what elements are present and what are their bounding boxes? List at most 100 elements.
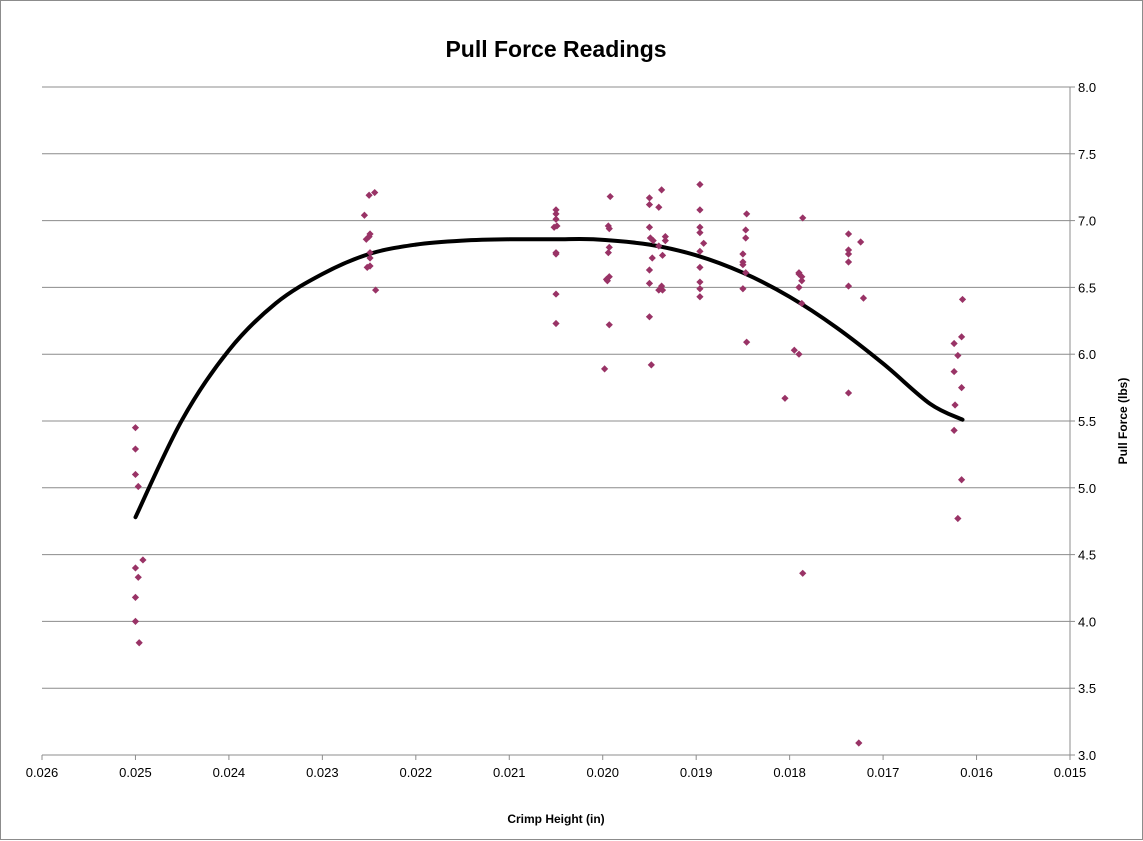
data-point bbox=[552, 206, 560, 214]
data-point bbox=[553, 222, 561, 230]
data-point bbox=[954, 514, 962, 523]
data-point bbox=[552, 319, 560, 328]
data-point bbox=[605, 321, 613, 329]
data-point bbox=[552, 290, 560, 298]
x-tick-label: 0.026 bbox=[26, 765, 59, 780]
data-point bbox=[658, 282, 666, 290]
data-point bbox=[131, 564, 140, 572]
data-point bbox=[743, 338, 751, 346]
y-tick-label: 8.0 bbox=[1078, 80, 1096, 95]
data-point bbox=[365, 191, 373, 199]
data-point bbox=[859, 294, 868, 302]
data-point bbox=[855, 739, 863, 747]
gridlines bbox=[42, 86, 1070, 689]
y-tick-label: 5.0 bbox=[1078, 481, 1096, 496]
data-point bbox=[957, 476, 966, 484]
data-point bbox=[552, 210, 560, 218]
chart-title: Pull Force Readings bbox=[445, 36, 666, 62]
data-point bbox=[366, 230, 374, 238]
data-point bbox=[655, 203, 663, 211]
data-point bbox=[950, 426, 958, 434]
y-axis-title: Pull Force (lbs) bbox=[1116, 378, 1130, 465]
y-tick-label: 6.0 bbox=[1078, 347, 1096, 362]
data-point bbox=[661, 233, 669, 241]
x-tick-label: 0.020 bbox=[586, 765, 619, 780]
data-point bbox=[696, 180, 704, 189]
data-point bbox=[844, 282, 853, 290]
data-point bbox=[700, 239, 708, 247]
data-point bbox=[135, 639, 143, 647]
data-point bbox=[365, 233, 373, 241]
data-point bbox=[798, 277, 806, 285]
data-point bbox=[606, 192, 614, 201]
data-point bbox=[645, 313, 654, 321]
data-point bbox=[696, 247, 704, 255]
data-point bbox=[605, 243, 613, 251]
data-point bbox=[957, 384, 966, 392]
data-point bbox=[134, 573, 142, 581]
data-point bbox=[696, 285, 704, 293]
data-point bbox=[696, 229, 704, 237]
data-point bbox=[552, 215, 560, 223]
data-point bbox=[742, 269, 750, 277]
data-point bbox=[742, 226, 750, 234]
data-point bbox=[795, 350, 803, 358]
x-tick-label: 0.015 bbox=[1054, 765, 1087, 780]
trendline-curve bbox=[133, 236, 965, 520]
data-point bbox=[658, 186, 666, 194]
axes bbox=[41, 86, 1075, 760]
y-tick-label: 3.0 bbox=[1078, 748, 1096, 763]
y-tick-label: 7.0 bbox=[1078, 214, 1096, 229]
data-point bbox=[799, 569, 807, 577]
data-point bbox=[957, 333, 966, 341]
trendline bbox=[133, 236, 965, 520]
data-point bbox=[645, 266, 654, 274]
y-tick-label: 4.5 bbox=[1078, 548, 1096, 563]
data-point bbox=[696, 278, 704, 286]
data-point bbox=[366, 249, 374, 257]
data-point bbox=[645, 200, 654, 209]
data-point bbox=[360, 211, 369, 219]
data-point bbox=[739, 250, 747, 258]
y-tick-label: 6.5 bbox=[1078, 280, 1096, 295]
data-point bbox=[844, 250, 853, 258]
data-point bbox=[131, 617, 140, 625]
y-tick-label: 7.5 bbox=[1078, 147, 1096, 162]
data-point bbox=[798, 299, 806, 308]
x-tick-label: 0.025 bbox=[119, 765, 152, 780]
data-points bbox=[131, 180, 967, 747]
data-point bbox=[790, 346, 798, 354]
data-point bbox=[739, 285, 747, 293]
x-tick-label: 0.023 bbox=[306, 765, 339, 780]
data-point bbox=[844, 389, 853, 397]
x-tick-label: 0.016 bbox=[960, 765, 993, 780]
data-point bbox=[372, 286, 380, 294]
data-point bbox=[798, 273, 806, 281]
data-point bbox=[795, 270, 803, 278]
data-point bbox=[131, 424, 140, 432]
x-tick-label: 0.017 bbox=[867, 765, 900, 780]
data-point bbox=[600, 365, 609, 373]
data-point bbox=[371, 188, 379, 197]
data-point bbox=[605, 273, 613, 281]
data-point bbox=[950, 367, 958, 376]
data-point bbox=[134, 482, 142, 491]
data-point bbox=[131, 445, 140, 453]
data-point bbox=[844, 258, 853, 266]
y-tick-label: 3.5 bbox=[1078, 681, 1096, 696]
data-point bbox=[696, 206, 704, 214]
data-point bbox=[739, 261, 747, 269]
data-point bbox=[696, 223, 704, 231]
data-point bbox=[131, 470, 140, 479]
data-point bbox=[604, 249, 612, 257]
data-point bbox=[645, 279, 654, 287]
data-point bbox=[645, 194, 654, 202]
data-point bbox=[950, 339, 958, 348]
data-point bbox=[658, 251, 667, 259]
data-point bbox=[658, 286, 667, 294]
data-point bbox=[647, 361, 655, 369]
data-point bbox=[655, 286, 663, 294]
data-point bbox=[605, 225, 613, 233]
data-point bbox=[844, 230, 853, 238]
